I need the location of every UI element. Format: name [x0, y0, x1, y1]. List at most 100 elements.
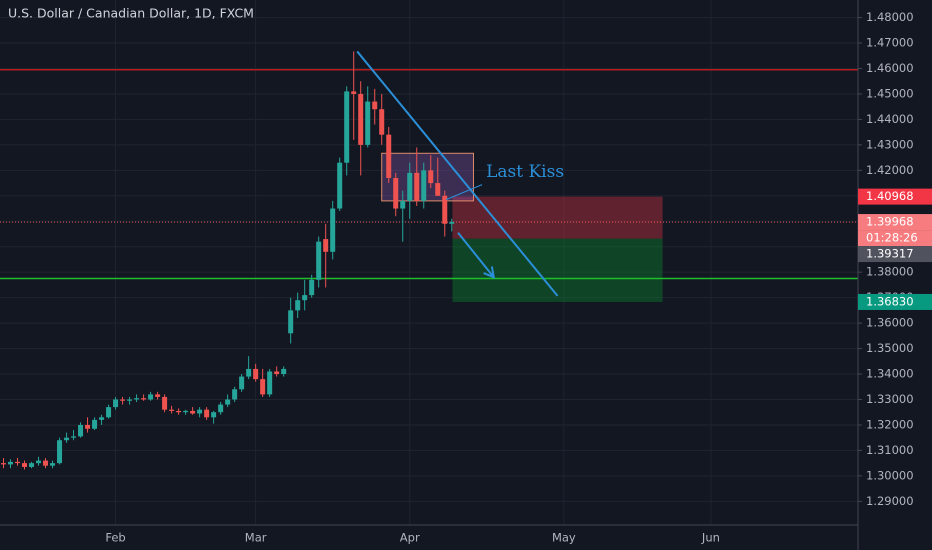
candle-body — [211, 412, 217, 418]
trendline — [356, 50, 559, 297]
y-tick-label: 1.34000 — [866, 367, 914, 381]
y-tick-label: 1.38000 — [866, 265, 914, 279]
candle-body — [78, 424, 84, 437]
candle-body — [442, 195, 448, 224]
candle-body — [99, 417, 105, 420]
price-badge-label: 1.40968 — [866, 189, 914, 203]
candle-body — [337, 162, 343, 209]
candle-body — [302, 295, 308, 301]
candle-body — [1, 463, 7, 465]
annotation: Last Kiss — [486, 162, 564, 182]
candle-body — [414, 172, 420, 201]
candle-body — [239, 376, 245, 390]
price-badge — [858, 214, 932, 231]
candle-body — [421, 170, 427, 201]
candle-body — [372, 101, 378, 110]
chart-title: U.S. Dollar / Canadian Dollar, 1D, FXCM — [8, 6, 254, 21]
candle-body — [253, 368, 259, 380]
x-tick-label: Apr — [400, 531, 420, 545]
candle-body — [393, 177, 399, 209]
y-tick-label: 1.29000 — [866, 494, 914, 508]
y-tick-label: 1.42000 — [866, 163, 914, 177]
candle-body — [120, 399, 126, 401]
price-badge — [858, 246, 932, 263]
candle-body — [260, 379, 266, 395]
y-tick-label: 1.45000 — [866, 86, 914, 100]
x-tick-label: May — [552, 531, 576, 545]
candle-body — [449, 222, 455, 224]
candle-body — [162, 396, 168, 410]
candle-body — [85, 424, 91, 429]
candle-body — [400, 200, 406, 209]
candle-body — [330, 208, 336, 252]
y-tick-label: 1.33000 — [866, 392, 914, 406]
price-badge-label: 1.39968 — [866, 215, 914, 229]
y-tick-label: 1.30000 — [866, 468, 914, 482]
candle-body — [127, 399, 133, 401]
x-tick-label: Mar — [245, 531, 267, 545]
candle-body — [197, 409, 203, 414]
y-tick-label: 1.46000 — [866, 61, 914, 75]
candle-body — [309, 279, 315, 296]
candle-body — [148, 394, 154, 400]
annotation-pointer — [445, 184, 483, 201]
candle-body — [288, 310, 294, 334]
candle-body — [407, 172, 413, 201]
candle-body — [316, 241, 322, 280]
countdown-label: 01:28:26 — [866, 231, 918, 245]
candle-body — [134, 398, 140, 400]
candle-body — [50, 463, 56, 466]
candle-body — [218, 404, 224, 413]
arrow-head — [483, 266, 496, 279]
y-tick-label: 1.47000 — [866, 36, 914, 50]
candle-body — [36, 460, 42, 464]
candle-body — [43, 460, 49, 466]
candle-body — [141, 398, 147, 400]
candle-body — [379, 109, 385, 135]
candle-body — [92, 419, 98, 429]
candle-body — [183, 410, 189, 413]
candle-body — [22, 463, 28, 467]
candle-body — [225, 399, 231, 405]
y-tick-label: 1.35000 — [866, 341, 914, 355]
candle-body — [29, 463, 35, 467]
candle-body — [267, 371, 273, 395]
y-tick-label: 1.48000 — [866, 10, 914, 24]
y-tick-label: 1.31000 — [866, 443, 914, 457]
candle-body — [386, 134, 392, 178]
candle-body — [246, 368, 252, 377]
candle-body — [358, 93, 364, 145]
arrow — [457, 232, 495, 278]
price-badge — [858, 293, 932, 310]
price-badge-label: 1.36830 — [866, 294, 914, 308]
countdown-badge — [858, 230, 932, 247]
candle-body — [71, 436, 77, 438]
candle-body — [365, 101, 371, 145]
candle-body — [428, 170, 434, 184]
candle-body — [281, 368, 287, 375]
candle-body — [190, 410, 196, 414]
candle-body — [113, 399, 119, 408]
price-badge-label: 1.39317 — [866, 247, 914, 261]
candle-body — [204, 409, 210, 418]
price-badge — [858, 188, 932, 205]
candle-body — [15, 461, 21, 464]
candle-body — [274, 371, 280, 375]
y-tick-label: 1.36000 — [866, 316, 914, 330]
y-tick-label: 1.43000 — [866, 137, 914, 151]
candle-body — [344, 91, 350, 163]
y-tick-label: 1.44000 — [866, 112, 914, 126]
candle-body — [176, 410, 182, 413]
candle-body — [232, 389, 238, 400]
x-tick-label: Jun — [701, 531, 720, 545]
candle-body — [8, 461, 14, 465]
candle-body — [169, 409, 175, 411]
candle-body — [351, 91, 357, 94]
y-tick-label: 1.32000 — [866, 417, 914, 431]
candle-body — [106, 407, 112, 418]
candle-body — [155, 394, 161, 397]
candle-body — [64, 437, 70, 441]
candle-body — [323, 239, 329, 252]
